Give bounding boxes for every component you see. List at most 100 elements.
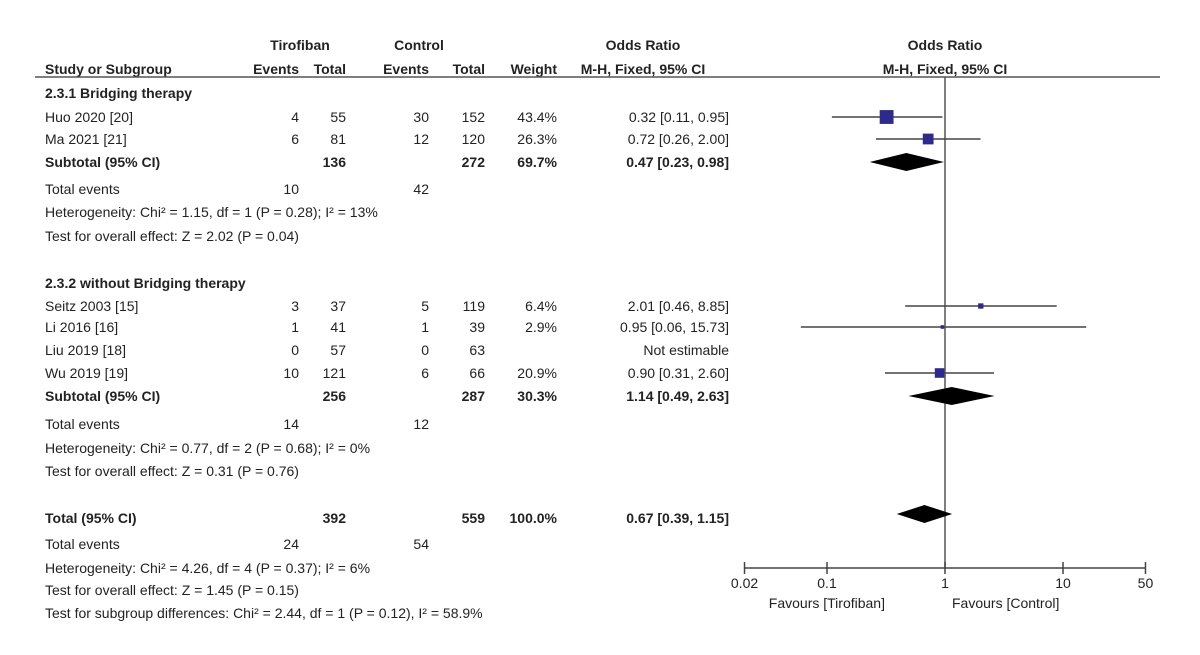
subtotal-row-label: Subtotal (95% CI) [45, 154, 161, 170]
total-row-total-1: 392 [322, 510, 346, 526]
study-row-weight: 6.4% [525, 298, 557, 314]
study-row-events-1: 0 [291, 342, 299, 358]
study-square [922, 133, 934, 145]
header-total-1: Total [313, 61, 346, 77]
x-tick-label: 0.1 [817, 575, 837, 591]
subtotal-row-weight: 30.3% [517, 388, 557, 404]
study-row-total-2: 66 [469, 365, 485, 381]
study-row-events-1: 10 [283, 365, 299, 381]
overall-effect-text: Test for overall effect: Z = 2.02 (P = 0… [45, 228, 299, 244]
x-tick-label: 0.02 [730, 575, 759, 591]
study-row-events-2: 30 [413, 109, 429, 125]
study-square [978, 303, 984, 309]
study-row-total-1: 55 [330, 109, 346, 125]
subgroup-title: 2.3.1 Bridging therapy [45, 85, 193, 101]
study-row-total-2: 152 [461, 109, 485, 125]
total-events-row-events-1: 24 [283, 536, 299, 552]
total-overall-effect-text: Test for overall effect: Z = 1.45 (P = 0… [45, 582, 299, 598]
total-row-label: Total (95% CI) [45, 510, 137, 526]
study-row-total-1: 81 [330, 131, 346, 147]
header-events-1: Events [253, 61, 299, 77]
header-control: Control [394, 37, 444, 53]
study-row-odds-ratio: 0.32 [0.11, 0.95] [628, 109, 729, 125]
total-row-total-2: 559 [461, 510, 485, 526]
total-events-row-events-2: 54 [413, 536, 429, 552]
header-odds-ratio: Odds Ratio [605, 37, 681, 53]
total-events-row-label: Total events [45, 181, 120, 197]
study-row-total-1: 37 [330, 298, 346, 314]
study-row-total-2: 63 [469, 342, 485, 358]
overall-effect-text: Test for overall effect: Z = 0.31 (P = 0… [45, 463, 299, 479]
study-row-events-1: 3 [291, 298, 299, 314]
total-events-row-events-1: 10 [283, 181, 299, 197]
study-row-odds-ratio: 2.01 [0.46, 8.85] [627, 298, 729, 314]
subtotal-row-total-1: 136 [322, 154, 346, 170]
heterogeneity-text: Heterogeneity: Chi² = 0.77, df = 2 (P = … [45, 440, 371, 456]
study-row-label: Wu 2019 [19] [45, 365, 129, 381]
total-events-row-events-2: 12 [413, 416, 429, 432]
plot-header-title: Odds Ratio [907, 37, 983, 53]
pooled-diamond [896, 505, 953, 523]
x-tick-label: 10 [1055, 575, 1071, 591]
x-tick-label: 50 [1137, 575, 1154, 591]
study-row-total-2: 39 [469, 319, 485, 335]
study-row-label: Li 2016 [16] [45, 319, 119, 335]
header-weight: Weight [510, 61, 557, 77]
pooled-diamond [908, 387, 995, 405]
subtotal-row-weight: 69.7% [517, 154, 557, 170]
header-tirofiban: Tirofiban [270, 37, 330, 53]
study-row-label: Liu 2019 [18] [45, 342, 126, 358]
study-row-label: Seitz 2003 [15] [45, 298, 139, 314]
total-row-odds-ratio: 0.67 [0.39, 1.15] [626, 510, 729, 526]
total-row-weight: 100.0% [509, 510, 557, 526]
study-row-events-1: 6 [291, 131, 299, 147]
study-row-events-2: 1 [421, 319, 429, 335]
heterogeneity-text: Heterogeneity: Chi² = 1.15, df = 1 (P = … [45, 204, 378, 220]
study-square [934, 368, 945, 378]
subtotal-row-total-2: 287 [461, 388, 485, 404]
x-tick-label: 1 [941, 575, 949, 591]
header-or-method: M-H, Fixed, 95% CI [580, 61, 706, 77]
subtotal-row-total-2: 272 [461, 154, 485, 170]
study-row-weight: 20.9% [517, 365, 557, 381]
study-row-weight: 2.9% [525, 319, 557, 335]
subtotal-row-odds-ratio: 0.47 [0.23, 0.98] [626, 154, 729, 170]
subtotal-row-odds-ratio: 1.14 [0.49, 2.63] [626, 388, 729, 404]
study-square [879, 110, 894, 124]
total-events-row-events-2: 42 [413, 181, 429, 197]
study-row-label: Huo 2020 [20] [45, 109, 133, 125]
study-square [940, 325, 945, 329]
favours-control-label: Favours [Control] [952, 595, 1060, 611]
total-events-row-label: Total events [45, 416, 120, 432]
study-row-events-2: 5 [421, 298, 429, 314]
study-row-weight: 43.4% [517, 109, 557, 125]
study-row-total-2: 120 [461, 131, 485, 147]
study-row-weight: 26.3% [517, 131, 557, 147]
subtotal-row-label: Subtotal (95% CI) [45, 388, 161, 404]
study-row-odds-ratio: Not estimable [643, 342, 729, 358]
study-row-total-1: 121 [322, 365, 346, 381]
study-row-events-2: 6 [421, 365, 429, 381]
study-row-label: Ma 2021 [21] [45, 131, 127, 147]
subtotal-row-total-1: 256 [322, 388, 346, 404]
total-events-row-events-1: 14 [283, 416, 299, 432]
study-row-odds-ratio: 0.72 [0.26, 2.00] [627, 131, 729, 147]
study-row-total-1: 41 [330, 319, 346, 335]
header-study: Study or Subgroup [45, 61, 172, 77]
total-events-row-label: Total events [45, 536, 120, 552]
plot-header-method: M-H, Fixed, 95% CI [882, 61, 1008, 77]
study-row-total-2: 119 [462, 298, 485, 314]
study-row-events-1: 1 [291, 319, 299, 335]
pooled-diamond [869, 153, 944, 171]
study-row-odds-ratio: 0.90 [0.31, 2.60] [627, 365, 729, 381]
total-heterogeneity-text: Heterogeneity: Chi² = 4.26, df = 4 (P = … [45, 560, 371, 576]
study-row-events-1: 4 [291, 109, 299, 125]
subgroup-differences-text: Test for subgroup differences: Chi² = 2.… [45, 605, 483, 621]
header-events-2: Events [383, 61, 429, 77]
header-total-2: Total [452, 61, 485, 77]
study-row-events-2: 12 [413, 131, 429, 147]
favours-tirofiban-label: Favours [Tirofiban] [768, 595, 885, 611]
study-row-total-1: 57 [330, 342, 346, 358]
study-row-odds-ratio: 0.95 [0.06, 15.73] [620, 319, 729, 335]
